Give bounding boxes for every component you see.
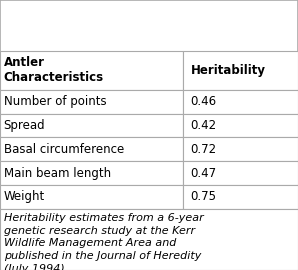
Bar [183, 161, 298, 185]
Text: 0.75: 0.75 [191, 190, 217, 203]
Bar [0, 185, 183, 209]
Bar [183, 90, 298, 114]
Text: 0.47: 0.47 [191, 167, 217, 180]
Bar [0, 51, 183, 90]
Bar [183, 114, 298, 137]
Text: 0.72: 0.72 [191, 143, 217, 156]
Text: Number of points: Number of points [4, 95, 106, 108]
Text: Heritability: Heritability [191, 64, 266, 77]
Text: Heritability estimates from a 6-year
genetic research study at the Kerr
Wildlife: Heritability estimates from a 6-year gen… [4, 213, 203, 270]
Text: Antler
Characteristics: Antler Characteristics [4, 56, 104, 84]
Bar [183, 185, 298, 209]
Text: 0.42: 0.42 [191, 119, 217, 132]
Text: Basal circumference: Basal circumference [4, 143, 124, 156]
Bar [0, 209, 298, 270]
Bar [0, 114, 183, 137]
Bar [183, 137, 298, 161]
Bar [183, 51, 298, 90]
Text: Weight: Weight [4, 190, 45, 203]
Text: 0.46: 0.46 [191, 95, 217, 108]
Bar [0, 90, 183, 114]
Bar [0, 161, 183, 185]
Text: Spread: Spread [4, 119, 45, 132]
Bar [0, 137, 183, 161]
Text: Main beam length: Main beam length [4, 167, 111, 180]
